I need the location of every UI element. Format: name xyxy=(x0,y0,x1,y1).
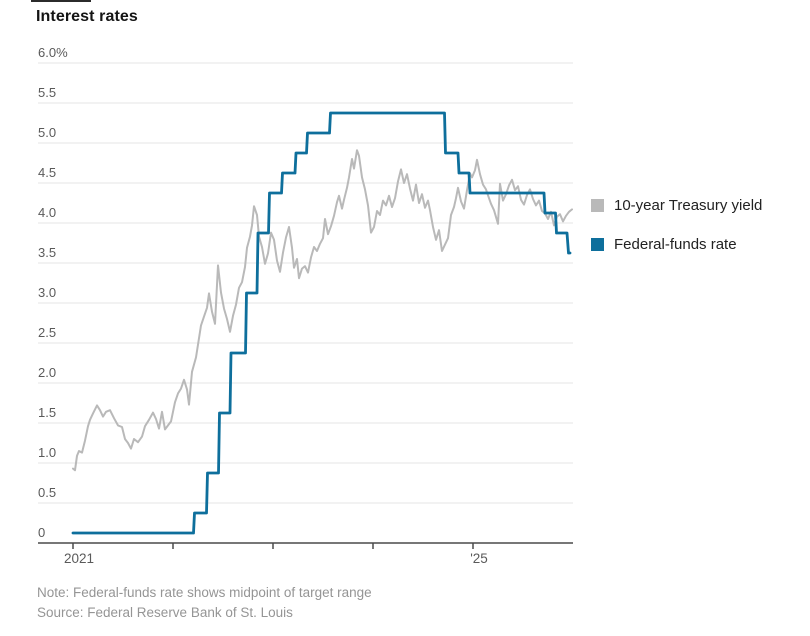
y-tick-label: 5.0 xyxy=(38,125,56,140)
top-border-fragment xyxy=(31,0,91,2)
y-tick-label: 1.5 xyxy=(38,405,56,420)
treasury-yield-line xyxy=(72,149,573,472)
legend-label-fedfunds: Federal-funds rate xyxy=(614,236,737,253)
legend-label-treasury: 10-year Treasury yield xyxy=(614,197,763,214)
chart-note: Note: Federal-funds rate shows midpoint … xyxy=(37,585,372,600)
y-tick-label: 2.5 xyxy=(38,325,56,340)
chart-source: Source: Federal Reserve Bank of St. Loui… xyxy=(37,605,293,620)
y-tick-label: 2.0 xyxy=(38,365,56,380)
y-tick-label: 4.0 xyxy=(38,205,56,220)
y-tick-label: 3.0 xyxy=(38,285,56,300)
y-tick-label: 3.5 xyxy=(38,245,56,260)
y-tick-label: 1.0 xyxy=(38,445,56,460)
legend-item-fedfunds: Federal-funds rate xyxy=(591,236,762,253)
chart-legend: 10-year Treasury yield Federal-funds rat… xyxy=(591,197,762,275)
legend-item-treasury: 10-year Treasury yield xyxy=(591,197,762,214)
x-tick-label: '25 xyxy=(470,551,488,566)
fed-funds-line xyxy=(71,111,572,535)
y-tick-label: 5.5 xyxy=(38,85,56,100)
y-tick-label: 0.5 xyxy=(38,485,56,500)
treasury-swatch-icon xyxy=(591,199,604,212)
fedfunds-swatch-icon xyxy=(591,238,604,251)
chart-title: Interest rates xyxy=(36,8,138,25)
y-tick-label: 0 xyxy=(38,525,45,540)
y-tick-label: 6.0% xyxy=(38,45,68,60)
x-tick-label: 2021 xyxy=(64,551,94,566)
y-tick-label: 4.5 xyxy=(38,165,56,180)
